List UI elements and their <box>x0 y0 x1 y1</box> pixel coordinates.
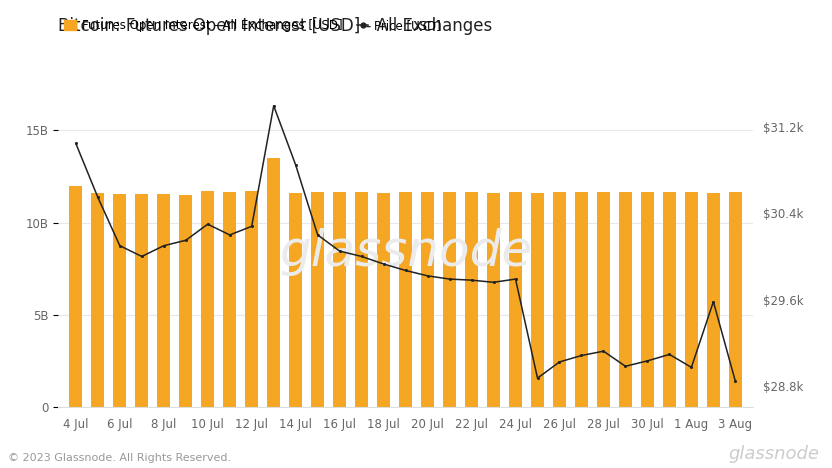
Bar <box>421 192 434 407</box>
Bar <box>531 193 544 407</box>
Bar <box>487 193 500 407</box>
Bar <box>179 195 192 407</box>
Bar <box>399 192 412 407</box>
Text: © 2023 Glassnode. All Rights Reserved.: © 2023 Glassnode. All Rights Reserved. <box>8 453 231 463</box>
Bar <box>69 186 82 407</box>
Bar <box>92 193 104 407</box>
Bar <box>685 192 698 407</box>
Text: glassnode: glassnode <box>279 228 532 276</box>
Bar <box>619 192 632 407</box>
Bar <box>113 194 126 407</box>
Bar <box>707 192 720 407</box>
Bar <box>355 192 369 407</box>
Bar <box>157 194 171 407</box>
Bar <box>311 192 324 407</box>
Bar <box>289 193 302 407</box>
Bar <box>223 191 236 407</box>
Legend: Futures Open Interest - All Exchanges [USD], Price [USD]: Futures Open Interest - All Exchanges [U… <box>64 19 441 32</box>
Text: glassnode: glassnode <box>729 446 820 463</box>
Bar <box>597 192 610 407</box>
Bar <box>509 191 522 407</box>
Bar <box>135 194 148 407</box>
Bar <box>575 192 588 407</box>
Bar <box>377 192 390 407</box>
Bar <box>663 192 676 407</box>
Bar <box>443 192 456 407</box>
Bar <box>641 192 654 407</box>
Bar <box>465 192 478 407</box>
Bar <box>245 191 258 407</box>
Bar <box>333 192 346 407</box>
Bar <box>267 158 280 407</box>
Text: Bitcoin: Futures Open Interest [USD] - All Exchanges: Bitcoin: Futures Open Interest [USD] - A… <box>58 17 493 36</box>
Bar <box>201 191 215 407</box>
Bar <box>553 192 566 407</box>
Bar <box>729 192 742 407</box>
